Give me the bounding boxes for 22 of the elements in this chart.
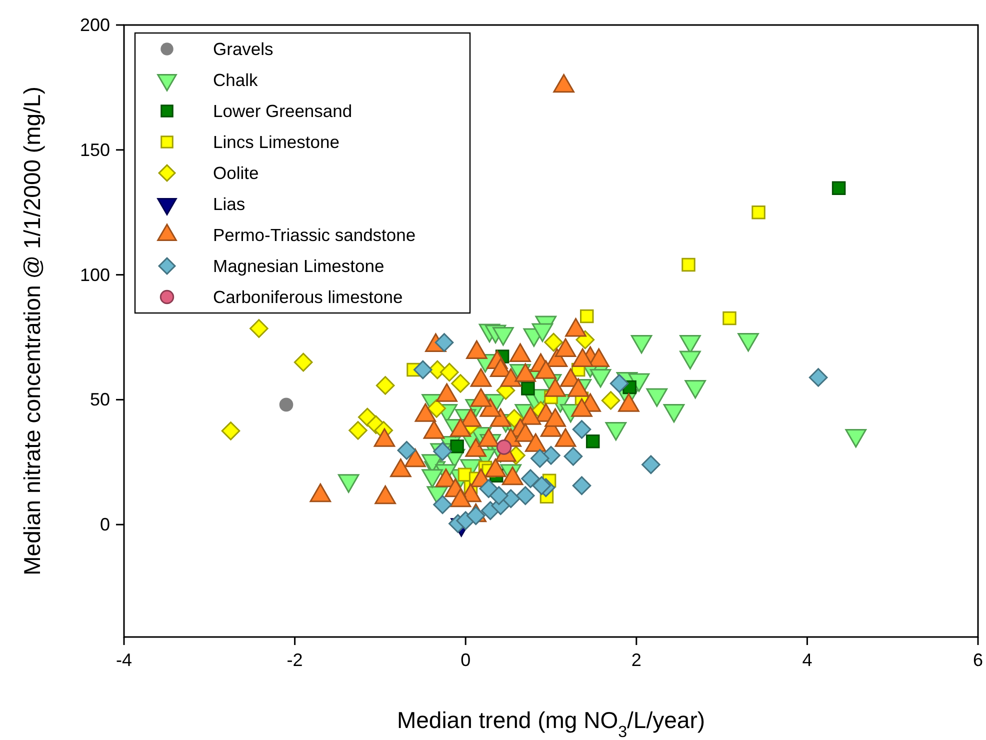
y-tick-label: 0	[100, 514, 110, 535]
y-axis-title: Median nitrate concentration @ 1/1/2000 (mg/L)	[19, 86, 45, 576]
legend-label: Lower Greensand	[213, 101, 352, 121]
x-tick-label: 6	[972, 650, 984, 670]
legend-label: Permo-Triassic sandstone	[213, 225, 416, 245]
legend-label: Gravels	[213, 39, 274, 59]
legend-label: Oolite	[213, 163, 259, 183]
y-tick-label: 100	[80, 264, 110, 285]
legend-label: Chalk	[213, 70, 258, 90]
legend-label: Lincs Limestone	[213, 132, 340, 152]
legend-label: Magnesian Limestone	[213, 256, 384, 276]
x-tick-label: 2	[631, 650, 642, 670]
x-tick-label: -2	[286, 650, 303, 670]
x-tick-label: -4	[116, 650, 132, 670]
y-tick-label: 150	[80, 140, 110, 160]
x-tick-label: 0	[460, 650, 471, 670]
legend-label: Lias	[213, 194, 246, 214]
x-axis-title: Median trend (mg NO$_{3}$/L/year)	[396, 707, 706, 740]
legend-label: Carboniferous limestone	[213, 287, 403, 307]
x-tick-label: 4	[802, 650, 812, 670]
y-tick-label: 200	[80, 15, 110, 35]
y-tick-label: 50	[90, 390, 110, 410]
